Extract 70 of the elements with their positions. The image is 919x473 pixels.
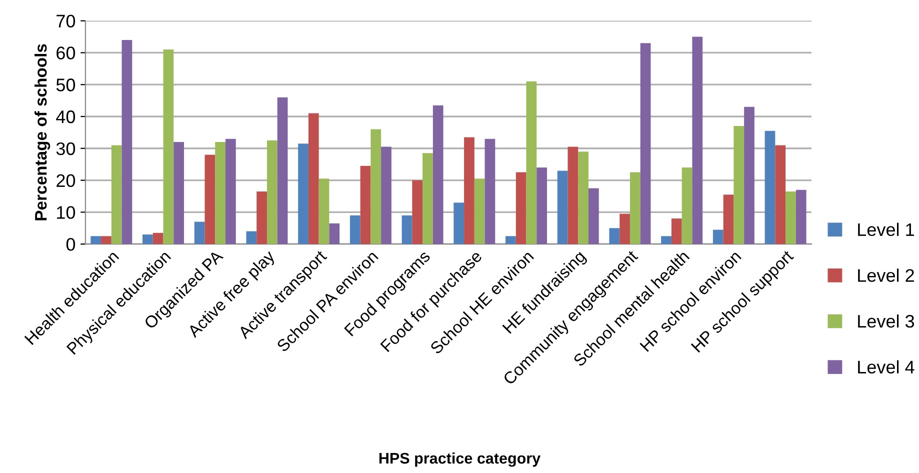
- y-tick-label: 70: [56, 14, 76, 28]
- bar: [225, 138, 236, 244]
- bar: [723, 194, 734, 244]
- y-tick-label: 0: [66, 238, 76, 251]
- bar: [370, 129, 382, 244]
- bar: [536, 168, 547, 244]
- x-axis-title: HPS practice category: [379, 452, 541, 467]
- bar: [557, 170, 568, 244]
- y-tick-label: 30: [56, 142, 76, 156]
- y-tick-label: 20: [56, 174, 76, 187]
- bar: [381, 146, 392, 244]
- bar: [194, 222, 205, 244]
- bar: [350, 215, 360, 244]
- legend-label: Level 1: [858, 222, 914, 236]
- bar: [734, 126, 744, 244]
- bar: [215, 142, 226, 244]
- bar: [318, 178, 330, 244]
- bar: [142, 234, 153, 244]
- bar: [464, 137, 474, 244]
- y-tick-label: 50: [56, 78, 76, 92]
- bar: [474, 178, 485, 244]
- bar: [640, 43, 651, 244]
- bar: [402, 215, 412, 244]
- bar: [412, 180, 423, 244]
- bar: [163, 50, 174, 244]
- y-tick-label: 10: [57, 206, 76, 219]
- bar: [454, 202, 464, 244]
- bar: [308, 113, 319, 244]
- bar: [620, 214, 630, 244]
- y-tick-label: 40: [56, 110, 76, 124]
- bar: [204, 154, 216, 244]
- bar: [692, 36, 703, 244]
- y-axis-title: Percentage of schools: [34, 44, 50, 220]
- bar: [246, 231, 257, 244]
- legend-label: Level 2: [858, 268, 914, 282]
- bar: [682, 168, 692, 244]
- bar: [661, 236, 672, 244]
- bar: [484, 138, 496, 244]
- bar: [111, 145, 122, 244]
- bar: [266, 140, 278, 244]
- legend-label: Level 4: [858, 360, 914, 374]
- y-tick-label: 60: [56, 46, 76, 60]
- bar: [764, 130, 776, 244]
- bar: [516, 172, 526, 244]
- bar: [422, 153, 433, 244]
- bar: [152, 232, 164, 244]
- bar: [588, 188, 599, 244]
- legend-label: Level 3: [858, 314, 914, 328]
- bar: [578, 152, 588, 244]
- bar: [786, 191, 796, 244]
- bar: [568, 146, 578, 244]
- bar: [526, 81, 537, 244]
- bar: [360, 166, 371, 244]
- bar: [90, 236, 102, 244]
- bar: [796, 190, 806, 244]
- bar: [506, 236, 516, 244]
- bar: [630, 172, 640, 244]
- bar: [277, 97, 288, 244]
- bar: [256, 191, 267, 244]
- bar: [671, 218, 682, 244]
- bar: [101, 236, 112, 244]
- bar: [609, 228, 620, 244]
- bar: [122, 40, 132, 244]
- bar: [298, 144, 308, 244]
- bar: [174, 142, 184, 244]
- bar: [432, 105, 444, 244]
- bar: [775, 145, 786, 244]
- bar: [744, 106, 754, 244]
- bar: [329, 223, 340, 244]
- bar: [712, 230, 724, 244]
